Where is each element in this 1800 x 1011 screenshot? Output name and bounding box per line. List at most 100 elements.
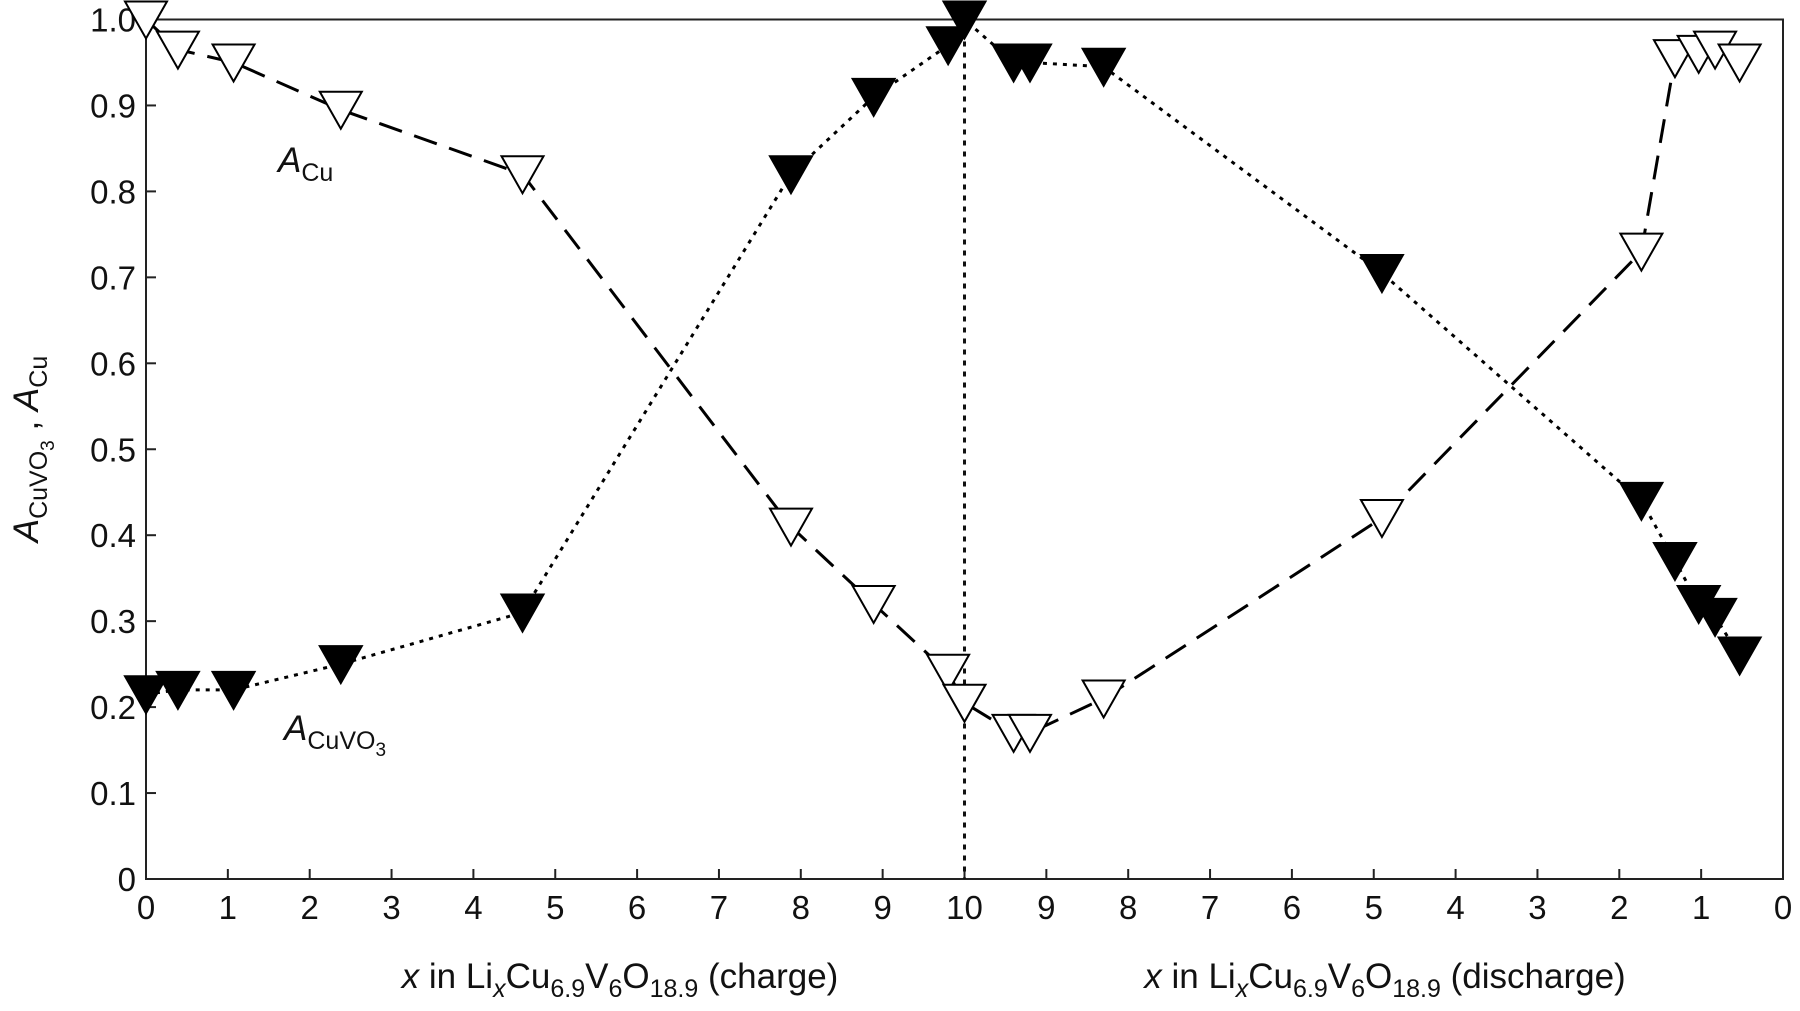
marker	[318, 645, 364, 686]
marker	[1080, 47, 1127, 88]
x-tick-label: 8	[792, 889, 810, 926]
x-tick-label: 4	[464, 889, 482, 926]
text-segment: 6	[1351, 975, 1365, 1003]
text-segment: Cu	[301, 159, 333, 187]
annotation: ACuVO3	[282, 709, 386, 761]
text-segment: in Li	[1162, 957, 1236, 996]
text-segment: Cu	[506, 957, 551, 996]
y-tick-label: 0.1	[90, 775, 136, 812]
y-tick-label: 0.7	[90, 259, 136, 296]
text-segment: O	[622, 957, 649, 996]
text-segment: A	[7, 519, 46, 544]
series-line	[144, 18, 1741, 735]
marker	[1618, 232, 1665, 273]
y-tick-label: 0.3	[90, 603, 136, 640]
marker	[499, 155, 546, 196]
x-tick-label: 3	[382, 889, 400, 926]
y-tick-label: 0.8	[90, 173, 136, 210]
text-segment: O	[1365, 957, 1392, 996]
marker	[768, 155, 814, 196]
x-tick-label: 2	[1610, 889, 1628, 926]
text-segment: Cu	[25, 356, 53, 388]
x-tick-label: 9	[1037, 889, 1055, 926]
marker	[850, 77, 897, 118]
y-tick-label: 0.4	[90, 517, 136, 554]
text-segment: A	[282, 709, 307, 748]
text-segment: x	[492, 975, 507, 1003]
marker	[1359, 254, 1405, 295]
x-tick-label: 6	[1283, 889, 1301, 926]
text-segment: 6.9	[550, 975, 585, 1003]
annotation: ACu	[276, 141, 333, 187]
x-tick-label: 6	[628, 889, 646, 926]
marker	[318, 90, 364, 131]
text-segment: ,	[7, 411, 46, 440]
marker	[210, 43, 257, 84]
x-tick-label: 4	[1446, 889, 1464, 926]
text-segment: x	[1142, 957, 1163, 996]
x-tick-label: 10	[946, 889, 983, 926]
x-tick-label: 0	[137, 889, 155, 926]
marker	[941, 683, 988, 724]
x-axis-label: x in LixCu6.9V6O18.9 (charge)	[400, 957, 839, 1003]
text-segment: 6	[608, 975, 622, 1003]
text-segment: CuVO	[307, 727, 375, 755]
text-segment: Cu	[1248, 957, 1293, 996]
marker	[1652, 541, 1698, 583]
marker	[1716, 636, 1763, 677]
marker	[155, 670, 201, 711]
text-segment: x	[400, 957, 421, 996]
y-tick-label: 0.9	[90, 87, 136, 124]
marker	[499, 593, 546, 634]
marker	[123, 0, 169, 41]
x-tick-label: 9	[873, 889, 891, 926]
marker	[1618, 481, 1665, 522]
y-tick-label: 0.2	[90, 689, 136, 726]
marker	[155, 30, 201, 71]
text-segment: 18.9	[1392, 975, 1441, 1003]
text-segment: V	[585, 957, 609, 996]
marker	[1359, 499, 1405, 540]
x-tick-label: 3	[1528, 889, 1546, 926]
marker	[768, 507, 814, 548]
text-segment: (charge)	[698, 957, 838, 996]
x-tick-label: 1	[1692, 889, 1710, 926]
marker	[850, 584, 897, 625]
x-tick-label: 7	[1201, 889, 1219, 926]
y-tick-label: 0.6	[90, 345, 136, 382]
text-segment: A	[276, 141, 301, 180]
text-segment: (discharge)	[1441, 957, 1626, 996]
y-axis-label: ACuVO3 , ACu	[7, 356, 59, 545]
text-segment: 3	[375, 740, 386, 761]
x-tick-label: 2	[301, 889, 319, 926]
x-tick-label: 7	[710, 889, 728, 926]
marker	[1007, 43, 1053, 84]
y-tick-label: 0.5	[90, 431, 136, 468]
text-segment: in Li	[419, 957, 493, 996]
x-tick-label: 0	[1774, 889, 1792, 926]
x-tick-label: 5	[1365, 889, 1383, 926]
text-segment: 18.9	[650, 975, 699, 1003]
series-line	[145, 17, 1741, 696]
x-axis-label: x in LixCu6.9V6O18.9 (discharge)	[1142, 957, 1625, 1003]
marker	[123, 675, 169, 716]
marker	[941, 0, 988, 41]
x-tick-label: 1	[219, 889, 237, 926]
marker	[210, 670, 257, 711]
y-tick-label: 0	[118, 861, 136, 898]
marker	[1716, 43, 1763, 84]
marker	[925, 26, 971, 67]
x-tick-label: 8	[1119, 889, 1137, 926]
marker	[1080, 679, 1127, 720]
marker	[925, 653, 971, 694]
text-segment: 6.9	[1293, 975, 1328, 1003]
text-segment: x	[1235, 975, 1250, 1003]
text-segment: 3	[38, 440, 59, 451]
text-segment: CuVO	[25, 451, 53, 519]
text-segment: A	[7, 388, 46, 413]
text-segment: V	[1328, 957, 1352, 996]
marker	[1007, 713, 1053, 754]
marker	[1692, 597, 1738, 638]
